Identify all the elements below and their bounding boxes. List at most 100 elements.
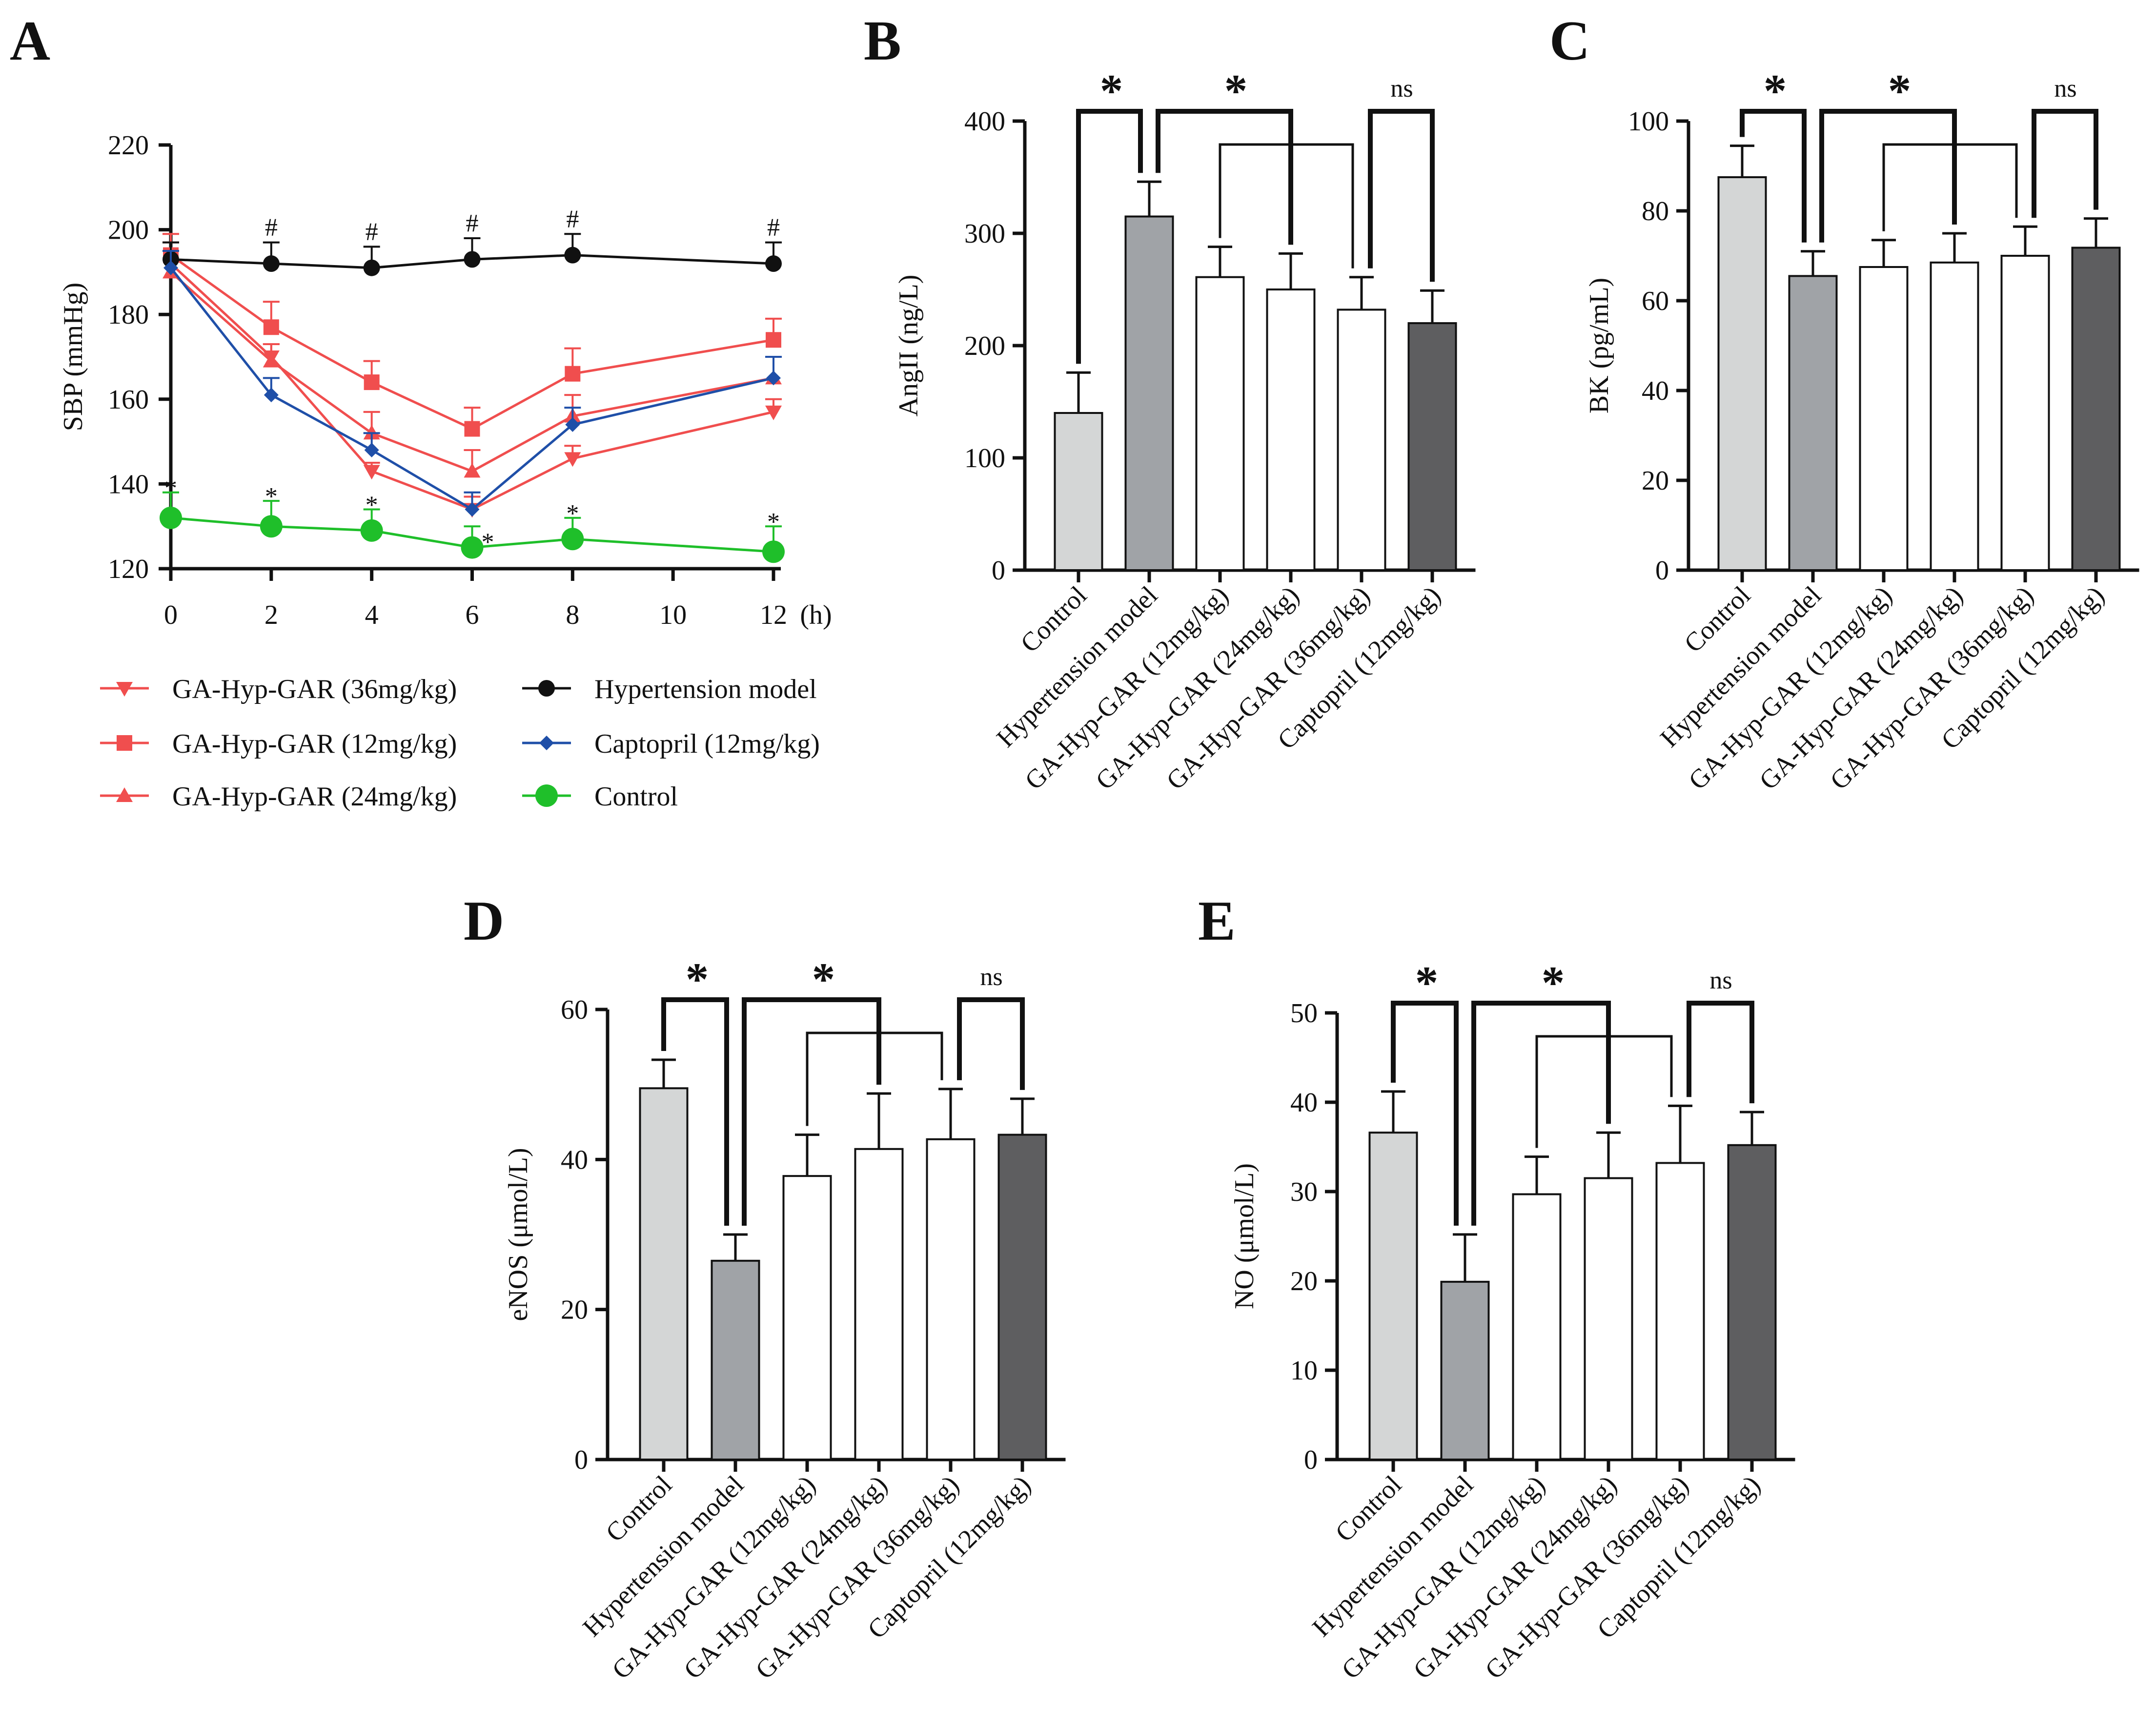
y-tick-label: 120 [108, 554, 149, 584]
bar-2 [1512, 1193, 1562, 1461]
y-tick-label: 10 [1290, 1356, 1318, 1386]
y-tick-label: 100 [964, 443, 1005, 473]
data-point [263, 319, 279, 335]
y-axis-title: NO (μmol/L) [1229, 1163, 1260, 1309]
data-point [535, 784, 558, 807]
data-point [766, 332, 781, 348]
bar-0 [1054, 412, 1103, 571]
y-tick-label: 400 [964, 106, 1005, 137]
sig-star: * [1542, 957, 1565, 1009]
sig-star: * [812, 953, 835, 1005]
panel-letter-a: A [10, 10, 50, 72]
bar-5 [2071, 247, 2121, 571]
data-point [264, 388, 279, 403]
legend-entry: GA-Hyp-GAR (36mg/kg) [100, 674, 457, 704]
y-tick-label: 20 [1642, 466, 1669, 496]
bar-0 [1717, 176, 1767, 571]
star-mark: * [164, 474, 177, 502]
bar-2 [782, 1175, 832, 1461]
data-point [364, 374, 380, 391]
panel-letter-d: D [464, 890, 504, 952]
y-tick-label: 200 [108, 215, 149, 246]
y-tick-label: 0 [1655, 556, 1669, 586]
y-axis-title: SBP (mmHg) [58, 283, 88, 431]
sig-star: * [1888, 65, 1912, 117]
hash-mark: # [466, 209, 479, 237]
sig-star: * [1764, 65, 1787, 117]
sig-bracket [661, 997, 729, 1226]
sig-bracket [957, 997, 1025, 1090]
sig-star: * [686, 953, 709, 1005]
data-point [116, 787, 133, 802]
data-point [564, 247, 581, 264]
star-mark: * [767, 508, 780, 536]
legend-entry: GA-Hyp-GAR (12mg/kg) [100, 729, 457, 759]
sig-bracket-secondary [806, 1031, 943, 1126]
data-point [160, 506, 182, 529]
x-tick-label: 2 [264, 600, 278, 630]
sig-bracket [1819, 109, 1957, 243]
legend-label: Captopril (12mg/kg) [594, 729, 820, 759]
sig-bracket-secondary [1882, 143, 2018, 231]
y-tick-label: 0 [574, 1445, 588, 1475]
star-mark: * [482, 529, 494, 556]
data-point [363, 259, 380, 276]
panel-letter-e: E [1198, 890, 1236, 952]
y-tick-label: 200 [964, 331, 1005, 361]
bar-5 [997, 1133, 1047, 1461]
x-tick-label: 0 [164, 600, 178, 630]
legend-label: GA-Hyp-GAR (12mg/kg) [172, 729, 457, 759]
data-point [363, 465, 380, 480]
data-point [260, 515, 283, 538]
legend-entry: Control [522, 782, 678, 812]
data-point [263, 255, 280, 272]
y-tick-label: 100 [1628, 106, 1669, 137]
bar-4 [1337, 309, 1386, 571]
data-point [360, 519, 383, 542]
y-axis-title: AngII (ng/L) [894, 275, 924, 417]
panel-a: A 120 140 160 180 200 220 SBP (mmHg) 0 2 4 6 8 10 12 (h… [10, 10, 832, 812]
y-tick-label: 220 [108, 130, 149, 161]
data-point [461, 536, 484, 559]
x-tick-label: 8 [566, 600, 579, 630]
bar-4 [1655, 1162, 1705, 1461]
y-axis-title: BK (pg/mL) [1584, 278, 1614, 413]
panel-letter-c: C [1549, 10, 1590, 72]
sig-bracket [1391, 1001, 1459, 1226]
sig-bracket [1156, 109, 1293, 245]
bar-0 [1368, 1132, 1418, 1461]
series-line [170, 271, 774, 473]
x-tick-label: 10 [659, 600, 687, 630]
bar-2 [1195, 276, 1245, 571]
data-point [464, 251, 481, 268]
sig-star: * [1224, 65, 1248, 117]
bar-4 [2000, 255, 2050, 571]
data-point [465, 502, 480, 517]
data-point [766, 370, 781, 386]
series-hypertension-model [163, 233, 782, 276]
sig-star: * [1415, 957, 1439, 1009]
data-point [565, 417, 580, 432]
y-tick-label: 60 [1642, 286, 1669, 316]
series-captopril-12mg-kg- [163, 250, 782, 517]
bar-5 [1407, 322, 1457, 571]
data-point [464, 421, 480, 437]
y-tick-label: 30 [1290, 1177, 1318, 1207]
y-tick-label: 20 [1290, 1266, 1318, 1297]
series-line [170, 516, 774, 553]
star-mark: * [265, 483, 278, 511]
data-point [564, 452, 581, 467]
hash-mark: # [366, 218, 378, 246]
series-ga-hyp-gar-24mg-kg- [163, 250, 782, 478]
x-unit-label: (h) [800, 600, 832, 630]
data-point [765, 405, 782, 420]
sig-ns: ns [2054, 75, 2076, 103]
y-tick-label: 20 [561, 1295, 588, 1325]
hash-mark: # [767, 214, 780, 242]
series-line [170, 254, 774, 431]
